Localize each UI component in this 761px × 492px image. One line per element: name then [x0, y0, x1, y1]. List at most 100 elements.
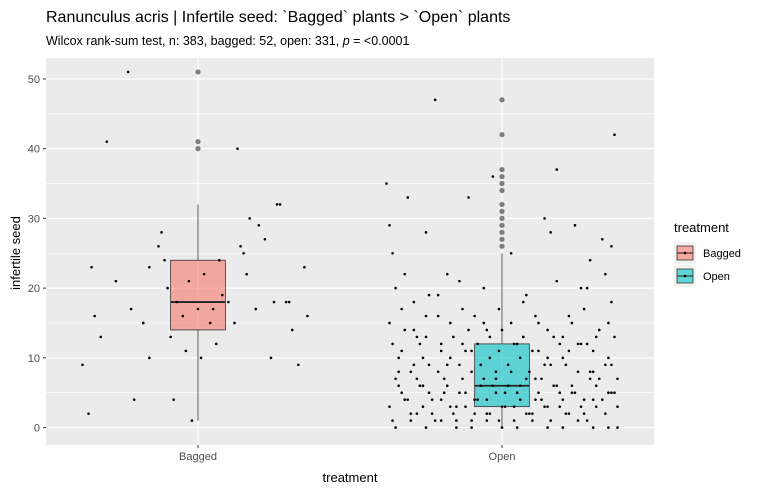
- data-point: [509, 251, 513, 255]
- data-point: [607, 356, 610, 360]
- data-point: [512, 419, 516, 422]
- data-point: [163, 258, 166, 262]
- data-point: [613, 391, 616, 395]
- data-point: [430, 398, 434, 401]
- data-point: [403, 398, 407, 401]
- data-point: [585, 286, 589, 290]
- data-point: [227, 300, 230, 304]
- outlier-point: [499, 215, 505, 221]
- data-point: [172, 398, 175, 401]
- data-point: [528, 412, 531, 415]
- data-point: [604, 412, 607, 415]
- data-point: [597, 377, 601, 381]
- data-point: [576, 342, 580, 346]
- data-point: [488, 335, 492, 339]
- subtitle-p: p: [342, 34, 350, 48]
- data-point: [509, 370, 513, 374]
- legend-swatch-point: [683, 251, 687, 255]
- data-point: [290, 328, 294, 332]
- data-point: [303, 265, 306, 269]
- data-point: [528, 370, 531, 374]
- data-point: [409, 412, 413, 415]
- y-tick-label: 0: [34, 423, 40, 435]
- data-point: [594, 405, 598, 408]
- data-point: [582, 412, 586, 415]
- data-point: [458, 363, 461, 367]
- data-point: [105, 140, 109, 143]
- data-point: [388, 224, 391, 227]
- data-point: [491, 175, 495, 178]
- outlier-point: [499, 173, 505, 180]
- data-point: [543, 363, 546, 367]
- data-point: [424, 231, 428, 234]
- data-point: [470, 349, 473, 353]
- data-point: [485, 398, 489, 401]
- outlier-point: [499, 208, 505, 215]
- data-point: [488, 412, 492, 415]
- data-point: [214, 342, 218, 346]
- y-tick-label: 10: [28, 353, 40, 365]
- data-point: [418, 342, 422, 346]
- data-point: [607, 426, 610, 429]
- data-point: [591, 426, 595, 429]
- data-point: [515, 391, 519, 395]
- data-point: [591, 349, 595, 353]
- data-point: [546, 405, 549, 408]
- chart-subtitle: Wilcox rank-sum test, n: 383, bagged: 52…: [46, 34, 409, 48]
- data-point: [607, 391, 610, 395]
- data-point: [564, 412, 568, 415]
- data-point: [521, 300, 525, 304]
- legend: treatment Bagged Open: [674, 220, 741, 287]
- data-point: [601, 398, 604, 401]
- data-point: [518, 384, 522, 388]
- data-point: [494, 370, 498, 374]
- data-point: [473, 412, 476, 415]
- outlier-point: [195, 146, 201, 152]
- data-point: [576, 419, 580, 422]
- y-tick-label: 50: [28, 74, 40, 86]
- outlier-point: [195, 69, 201, 75]
- y-tick-label: 20: [28, 283, 40, 295]
- outlier-point: [499, 236, 505, 242]
- data-point: [546, 356, 549, 360]
- data-point: [421, 405, 425, 408]
- data-point: [613, 335, 616, 339]
- data-point: [181, 314, 185, 318]
- data-point: [90, 265, 93, 269]
- data-point: [409, 419, 413, 422]
- data-point: [81, 363, 84, 367]
- data-point: [391, 342, 394, 346]
- data-point: [552, 335, 555, 339]
- data-point: [616, 405, 619, 408]
- data-point: [436, 293, 440, 297]
- data-point: [558, 391, 562, 395]
- data-point: [543, 217, 546, 220]
- data-point: [385, 182, 388, 185]
- data-point: [436, 370, 440, 374]
- data-point: [439, 398, 443, 401]
- data-point: [604, 363, 607, 367]
- data-point: [208, 321, 212, 325]
- data-point: [202, 272, 206, 276]
- data-point: [497, 419, 501, 422]
- data-point: [184, 349, 188, 353]
- data-point: [610, 300, 613, 304]
- data-point: [427, 391, 431, 395]
- data-point: [549, 419, 552, 422]
- data-point: [464, 405, 467, 408]
- data-point: [591, 398, 595, 401]
- data-point: [458, 391, 461, 395]
- data-point: [525, 377, 528, 381]
- data-point: [549, 363, 552, 367]
- data-point: [546, 328, 549, 332]
- data-point: [254, 307, 258, 311]
- outlier-point: [195, 139, 201, 145]
- data-point: [491, 384, 495, 388]
- data-point: [585, 342, 589, 346]
- legend-label: Open: [703, 271, 730, 283]
- data-point: [242, 251, 245, 255]
- data-point: [421, 384, 425, 388]
- data-point: [579, 286, 583, 290]
- data-point: [421, 356, 425, 360]
- data-point: [452, 335, 455, 339]
